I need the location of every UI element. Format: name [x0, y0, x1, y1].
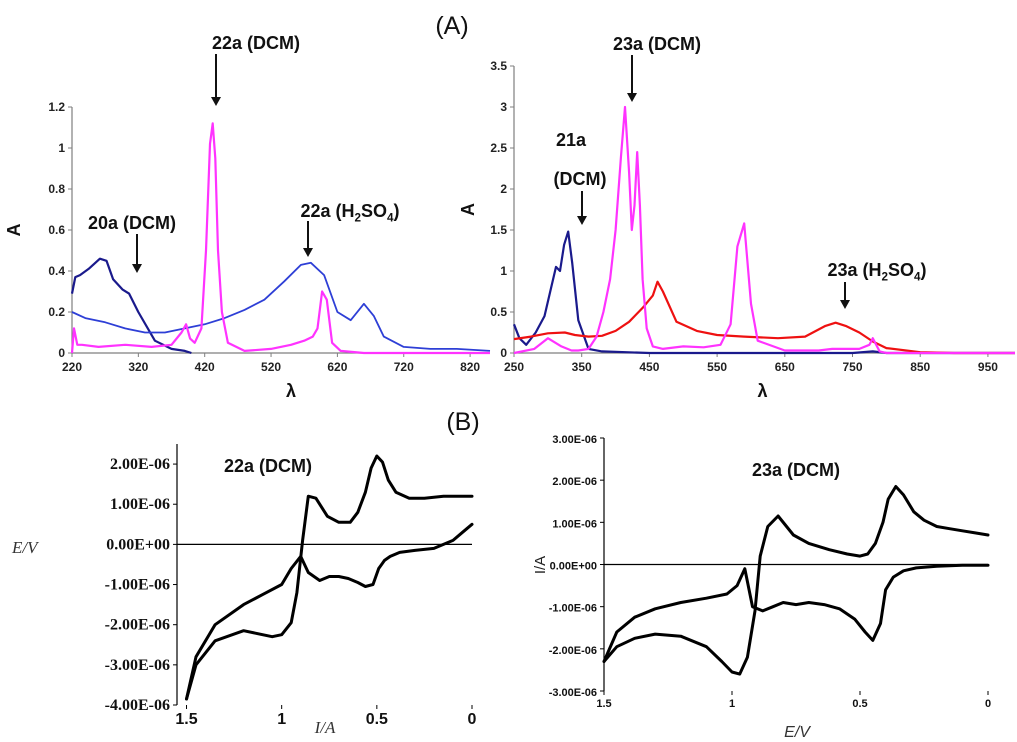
- x-tick-label: 720: [394, 360, 414, 374]
- y-axis-label: E/V: [11, 538, 40, 557]
- x-tick-label: 0: [468, 711, 477, 728]
- y-tick-label: 1.00E-06: [552, 518, 597, 530]
- panel-b-label: (B): [446, 408, 479, 436]
- y-tick-label: 2: [500, 182, 507, 196]
- y-tick-label: -2.00E-06: [549, 645, 597, 657]
- annotation-arrow: [840, 282, 850, 309]
- annotation-label: 21a: [556, 130, 587, 150]
- y-tick-label: 3: [500, 100, 507, 114]
- x-tick-label: 1: [277, 711, 286, 728]
- annotation-label: 20a (DCM): [88, 213, 176, 233]
- y-tick-label: 0: [58, 346, 65, 360]
- x-tick-label: 220: [62, 360, 82, 374]
- x-tick-label: 950: [978, 360, 998, 374]
- series-line-red: [513, 280, 1015, 355]
- series-line-magenta: [513, 105, 1015, 355]
- x-tick-label: 420: [195, 360, 215, 374]
- x-tick-label: 620: [327, 360, 347, 374]
- x-tick-label: 820: [460, 360, 480, 374]
- y-tick-label: 0.8: [48, 182, 65, 196]
- voltammogram-right: 3.00E-06 2.00E-06 1.00E-06 0.00E+00 -1.00E-0…: [532, 434, 991, 741]
- y-tick-label: 1.2: [48, 100, 65, 114]
- y-tick-label: 2.00E-06: [110, 456, 170, 473]
- annotation-label: 23a (H2SO4): [827, 260, 926, 284]
- x-tick-label: 320: [128, 360, 148, 374]
- y-tick-label: 1.00E-06: [110, 496, 170, 513]
- x-tick-label: 350: [572, 360, 592, 374]
- x-axis-label: I/A: [314, 718, 336, 737]
- y-tick-label: 0.00E+00: [550, 561, 597, 573]
- annotation-arrow: [627, 55, 637, 102]
- cv-trace: [602, 563, 990, 663]
- annotation-arrow: [211, 54, 221, 106]
- y-tick-label: -1.00E-06: [549, 603, 597, 615]
- y-tick-label: -3.00E-06: [549, 687, 597, 699]
- y-tick-label: 0.00E+00: [106, 536, 170, 553]
- y-tick-label: 2.00E-06: [552, 476, 597, 488]
- x-tick-label: 650: [775, 360, 795, 374]
- annotation-label: 22a (H2SO4): [300, 201, 399, 225]
- x-tick-label: 250: [504, 360, 524, 374]
- x-tick-label: 520: [261, 360, 281, 374]
- y-tick-label: 2.5: [490, 141, 507, 155]
- y-tick-label: -1.00E-06: [105, 577, 170, 594]
- series-line-blue: [71, 261, 491, 352]
- y-tick-label: 0.2: [48, 305, 65, 319]
- x-axis-label: E/V: [784, 724, 811, 741]
- y-tick-label: 1: [58, 141, 65, 155]
- y-tick-label: 1: [500, 264, 507, 278]
- x-tick-label: 450: [639, 360, 659, 374]
- x-tick-label: 1: [729, 698, 735, 710]
- x-tick-label: 750: [842, 360, 862, 374]
- x-axis-label: λ: [757, 381, 767, 401]
- y-tick-label: -4.00E-06: [105, 697, 170, 714]
- x-tick-label: 0: [985, 698, 991, 710]
- annotation-arrow: [132, 234, 142, 273]
- absorption-chart-left: 0 0.2 0.4 0.6 0.8 1 1.2 220 320 420 520 620 720 820 λ A…: [4, 33, 491, 401]
- chart-title: 22a (DCM): [224, 456, 312, 476]
- chart-title: 23a (DCM): [752, 460, 840, 480]
- y-tick-label: -2.00E-06: [105, 617, 170, 634]
- y-tick-label: 3.00E-06: [552, 434, 597, 446]
- annotation-arrow: [303, 221, 313, 257]
- x-tick-label: 0.5: [366, 711, 388, 728]
- annotation-label: 22a (DCM): [212, 33, 300, 53]
- absorption-chart-right: 0 0.5 1 1.5 2 2.5 3 3.5 250 350 450 550 650 750 850 950…: [458, 34, 1015, 401]
- annotation-label: (DCM): [554, 169, 607, 189]
- x-tick-label: 1.5: [175, 711, 197, 728]
- y-axis-label: A: [458, 203, 478, 216]
- y-tick-label: 0.5: [490, 305, 507, 319]
- y-tick-label: -3.00E-06: [105, 657, 170, 674]
- y-tick-label: 0.4: [48, 264, 65, 278]
- cv-trace: [185, 454, 474, 701]
- y-tick-label: 3.5: [490, 59, 507, 73]
- y-tick-label: 0.6: [48, 223, 65, 237]
- x-tick-label: 550: [707, 360, 727, 374]
- annotation-label: 23a (DCM): [613, 34, 701, 54]
- series-line-navy: [512, 230, 1015, 355]
- y-axis-label: I/A: [532, 556, 549, 574]
- x-tick-label: 1.5: [596, 698, 611, 710]
- cv-trace: [185, 522, 474, 701]
- y-tick-label: 0: [500, 346, 507, 360]
- x-axis-label: λ: [286, 381, 296, 401]
- y-tick-label: 1.5: [490, 223, 507, 237]
- panel-a-label: (A): [435, 12, 468, 40]
- x-tick-label: 0.5: [852, 698, 867, 710]
- annotation-arrow: [577, 191, 587, 225]
- series-line-magenta: [70, 122, 490, 355]
- series-line-navy: [70, 257, 192, 355]
- x-tick-label: 850: [910, 360, 930, 374]
- cv-trace: [602, 485, 990, 676]
- y-axis-label: A: [4, 224, 24, 237]
- voltammogram-left: 2.00E-06 1.00E-06 0.00E+00 -1.00E-06 -2.00E-…: [11, 444, 477, 737]
